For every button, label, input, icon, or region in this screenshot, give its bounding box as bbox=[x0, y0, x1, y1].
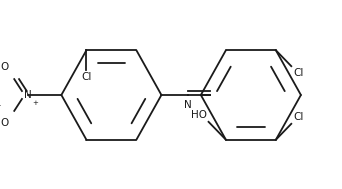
Text: -: - bbox=[0, 101, 1, 110]
Text: N: N bbox=[24, 90, 31, 100]
Text: N: N bbox=[184, 100, 192, 110]
Text: Cl: Cl bbox=[293, 112, 304, 122]
Text: +: + bbox=[32, 100, 38, 106]
Text: Cl: Cl bbox=[293, 68, 304, 78]
Text: O: O bbox=[0, 118, 9, 128]
Text: Cl: Cl bbox=[81, 72, 92, 82]
Text: O: O bbox=[0, 62, 9, 72]
Text: HO: HO bbox=[190, 110, 207, 120]
